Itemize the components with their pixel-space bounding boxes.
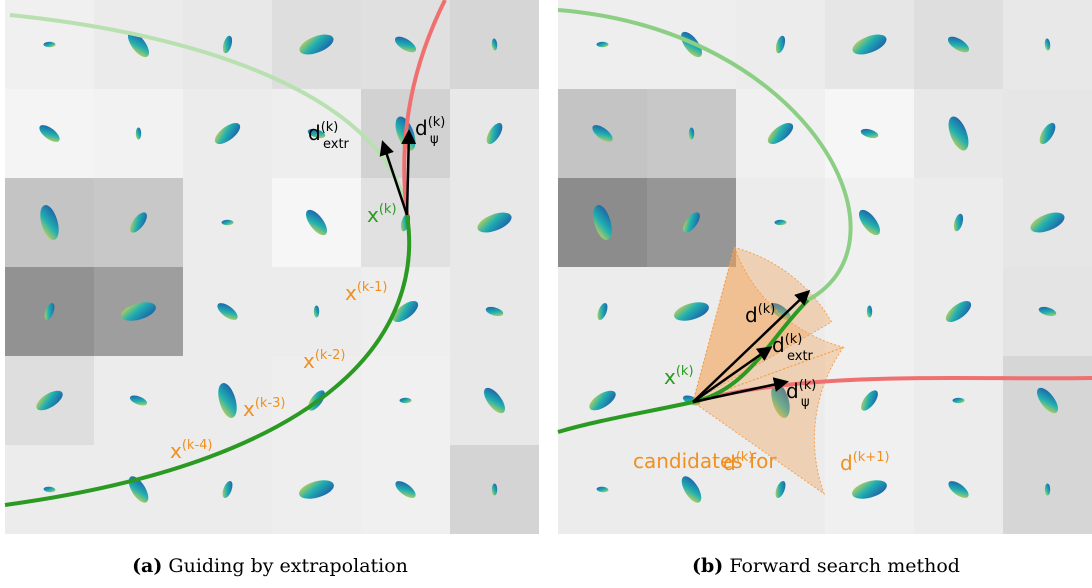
odf-glyph [1045, 484, 1050, 496]
annotation-sup: (k) [758, 302, 776, 317]
annotation-base: x [303, 349, 315, 373]
annotation-sup: (k) [379, 202, 397, 217]
annotation-base: x [243, 397, 255, 421]
caption-text: Guiding by extrapolation [168, 555, 408, 577]
annotation-sup: (k) [676, 364, 694, 379]
annotation-sup: (k-2) [315, 348, 346, 363]
annotation-base: d [840, 451, 853, 475]
annotation-sup: (k-4) [182, 438, 213, 453]
caption-a: (a) Guiding by extrapolation [132, 555, 408, 577]
panel: d(k)extrd(k)ψx(k)x(k-1)x(k-2)x(k-3)x(k-4… [5, 0, 539, 534]
annotation-base: x [367, 203, 379, 227]
annotation-sub: extr [323, 137, 350, 152]
annotation-base: candidates for [633, 449, 777, 473]
odf-glyph [44, 42, 56, 47]
annotation-sup: (k) [736, 450, 754, 465]
annotation-base: x [170, 439, 182, 463]
annotation: candidates for [633, 449, 777, 473]
annotation-sub: ψ [801, 395, 810, 410]
annotation-base: x [345, 281, 357, 305]
annotation-sup: (k) [428, 115, 446, 130]
odf-glyph [492, 484, 497, 496]
odf-glyph [400, 398, 412, 403]
caption-label: (a) [132, 555, 162, 577]
annotation-base: d [308, 121, 321, 145]
caption-label: (b) [692, 555, 723, 577]
odf-glyph [314, 306, 319, 318]
annotation-sup: (k) [321, 120, 339, 135]
annotation-base: d [723, 451, 736, 475]
annotation-base: d [415, 116, 428, 140]
odf-glyph [867, 306, 872, 318]
odf-glyph [136, 128, 141, 140]
annotation-sup: (k+1) [853, 450, 890, 465]
annotation-base: d [772, 333, 785, 357]
odf-glyph [775, 220, 787, 225]
annotation-sub: ψ [430, 132, 439, 147]
annotation-sup: (k-1) [357, 280, 388, 295]
annotation-base: x [664, 365, 676, 389]
caption-text: Forward search method [729, 555, 960, 577]
caption-b: (b) Forward search method [692, 555, 960, 577]
odf-glyph [689, 128, 694, 140]
odf-glyph [222, 220, 234, 225]
odf-glyph [597, 42, 609, 47]
annotation-sup: (k) [785, 332, 803, 347]
annotation-sup: (k-3) [255, 396, 286, 411]
annotation-base: d [745, 303, 758, 327]
annotation-base: d [786, 379, 799, 403]
annotation-sub: extr [787, 349, 814, 364]
odf-glyph [953, 398, 965, 403]
figure: (a) Guiding by extrapolation (b) Forward… [0, 0, 1092, 588]
annotation-sup: (k) [799, 378, 817, 393]
